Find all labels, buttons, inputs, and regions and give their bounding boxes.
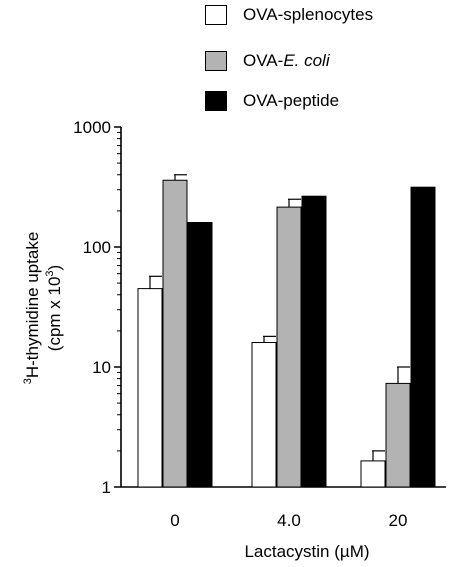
bar	[410, 186, 436, 488]
y-tick-label: 100	[83, 238, 111, 257]
x-tick-label: 0	[170, 511, 179, 530]
x-ticks: 0 4.0 20	[170, 511, 407, 530]
legend-label-ova-e-coli-italic: E. coli	[283, 51, 330, 70]
y-axis-label: 3H-thymidine uptake (cpm x 103)	[22, 232, 64, 385]
y-tick-label: 1	[102, 478, 111, 497]
y-axis-label-line1-text: 3H-thymidine uptake	[22, 232, 42, 385]
y-axis-label-units-superscript: 3	[44, 270, 56, 276]
legend-label-ova-e-coli: OVA-E. coli	[243, 51, 330, 71]
y-tick-label: 1000	[73, 118, 111, 137]
y-axis-label-units: (cpm x 10	[45, 277, 64, 352]
legend-item-ova-splenocytes: OVA-splenocytes	[205, 4, 373, 26]
y-ticks: 1 10 100 1000	[73, 118, 121, 497]
legend-label-ova-splenocytes: OVA-splenocytes	[243, 5, 374, 24]
legend-item-ova-peptide: OVA-peptide	[205, 90, 339, 112]
y-tick-label: 10	[92, 358, 111, 377]
bar	[360, 460, 386, 488]
bars	[137, 179, 436, 488]
y-axis-label-line2-text: (cpm x 103)	[44, 265, 64, 351]
legend: OVA-splenocytes OVA-E. coli OVA-peptide	[205, 0, 465, 118]
bar	[162, 179, 188, 488]
legend-swatch-ova-e-coli	[205, 51, 227, 71]
bar	[276, 206, 302, 488]
bar	[137, 288, 163, 488]
x-axis-label: Lactacystin (µM)	[244, 542, 369, 561]
y-axis-label-units-close: )	[45, 265, 64, 271]
bar	[301, 195, 327, 488]
x-tick-label: 20	[389, 511, 408, 530]
error-bars	[149, 174, 410, 461]
legend-label-ova-peptide: OVA-peptide	[243, 91, 340, 110]
x-tick-label: 4.0	[277, 511, 301, 530]
y-axis-label-main: H-thymidine uptake	[23, 232, 42, 378]
legend-item-ova-e-coli: OVA-E. coli	[205, 50, 330, 72]
y-axis-label-superscript: 3	[22, 378, 34, 384]
legend-swatch-ova-peptide	[205, 91, 227, 111]
bar	[251, 342, 277, 488]
bar	[187, 222, 213, 488]
legend-label-ova-e-coli-prefix: OVA-	[243, 51, 284, 70]
bar	[385, 382, 411, 488]
legend-swatch-ova-splenocytes	[205, 5, 227, 25]
